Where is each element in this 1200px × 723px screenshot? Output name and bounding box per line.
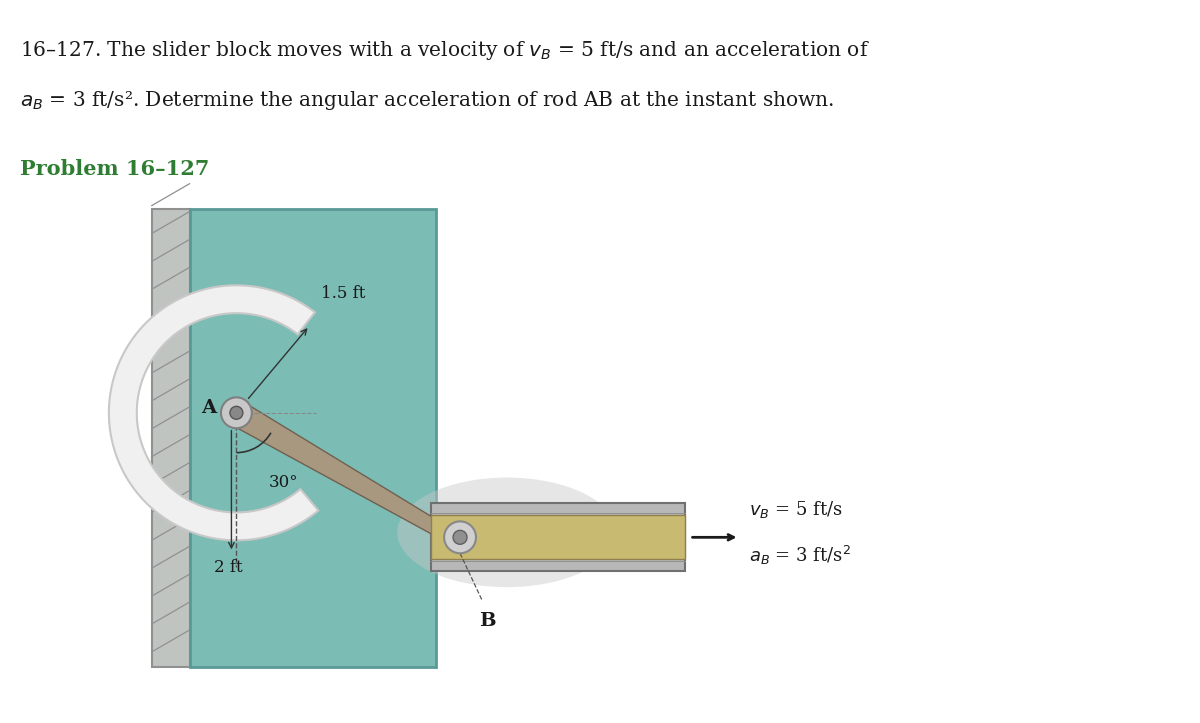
Text: Problem 16–127: Problem 16–127 <box>20 159 210 179</box>
Bar <box>190 209 436 667</box>
Text: $a_B$ = 3 ft/s$^2$: $a_B$ = 3 ft/s$^2$ <box>750 544 852 567</box>
Text: 30°: 30° <box>269 474 298 491</box>
Bar <box>431 515 685 559</box>
Polygon shape <box>109 286 318 540</box>
Bar <box>431 503 685 571</box>
Text: 1.5 ft: 1.5 ft <box>322 286 366 302</box>
Ellipse shape <box>397 478 617 587</box>
Circle shape <box>454 531 467 544</box>
Circle shape <box>221 398 252 428</box>
Text: 16–127. The slider block moves with a velocity of $v_B$ = 5 ft/s and an accelera: 16–127. The slider block moves with a ve… <box>20 39 870 62</box>
Text: B: B <box>479 612 496 630</box>
Bar <box>151 209 190 667</box>
Polygon shape <box>230 401 456 544</box>
Text: 2 ft: 2 ft <box>214 559 242 576</box>
Text: A: A <box>202 399 217 417</box>
Circle shape <box>444 521 476 553</box>
Text: $a_B$ = 3 ft/s². Determine the angular acceleration of rod AB at the instant sho: $a_B$ = 3 ft/s². Determine the angular a… <box>20 89 834 112</box>
Text: $v_B$ = 5 ft/s: $v_B$ = 5 ft/s <box>750 499 844 520</box>
Circle shape <box>230 406 242 419</box>
